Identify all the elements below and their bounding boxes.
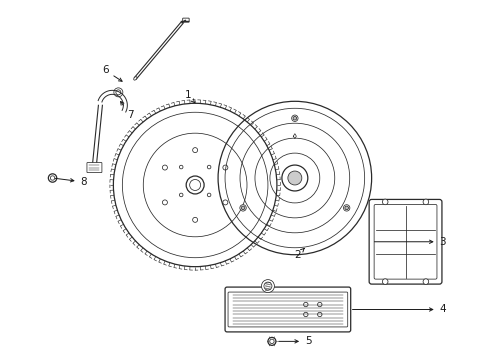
Circle shape: [292, 116, 296, 120]
FancyBboxPatch shape: [224, 287, 350, 332]
Circle shape: [382, 279, 387, 284]
Text: 1: 1: [184, 90, 194, 103]
Circle shape: [291, 115, 298, 121]
Ellipse shape: [133, 77, 137, 80]
Text: 3: 3: [374, 237, 445, 247]
Circle shape: [422, 199, 428, 205]
Circle shape: [287, 171, 301, 185]
Text: 2: 2: [294, 248, 304, 260]
Circle shape: [382, 199, 387, 205]
FancyBboxPatch shape: [368, 199, 441, 284]
Text: 6: 6: [102, 66, 122, 81]
Circle shape: [213, 96, 376, 260]
Circle shape: [344, 206, 348, 210]
FancyBboxPatch shape: [87, 163, 102, 172]
Text: 8: 8: [55, 177, 87, 187]
Text: 7: 7: [121, 102, 133, 120]
Circle shape: [239, 205, 246, 211]
Circle shape: [422, 279, 428, 284]
Circle shape: [261, 280, 274, 293]
Circle shape: [343, 205, 349, 211]
Circle shape: [241, 206, 244, 210]
Circle shape: [114, 88, 122, 97]
Text: 4: 4: [352, 305, 445, 315]
Circle shape: [108, 98, 281, 272]
FancyBboxPatch shape: [183, 18, 189, 22]
Text: 5: 5: [278, 336, 311, 346]
